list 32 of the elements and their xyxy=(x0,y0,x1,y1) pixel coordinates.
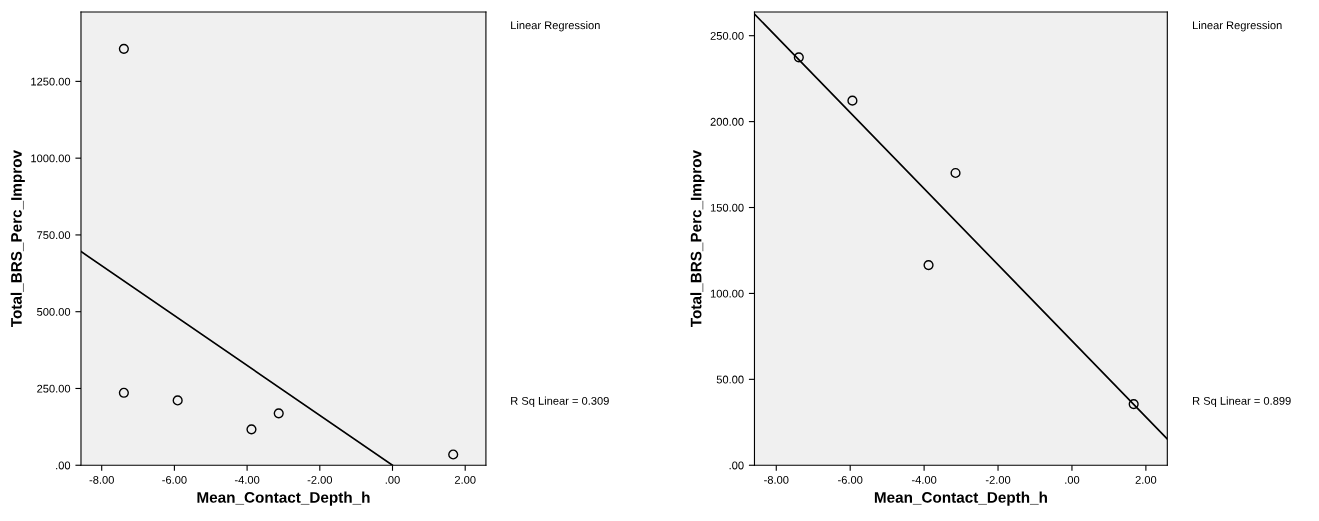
y-tick-label: 1250.00 xyxy=(31,77,71,86)
x-axis-title: Mean_Contact_Depth_h xyxy=(197,491,370,506)
x-tick-label: -4.00 xyxy=(234,475,260,484)
x-tick-label: -4.00 xyxy=(911,475,937,484)
y-tick-label: 100.00 xyxy=(710,289,744,298)
y-tick-label: 750.00 xyxy=(37,231,71,240)
text: R Sq Linear = 0.899 xyxy=(1193,396,1291,407)
y-tick-label: 500.00 xyxy=(37,307,71,316)
y-tick-label: 150.00 xyxy=(710,203,744,212)
text: R Sq Linear = 0.309 xyxy=(511,396,609,407)
x-tick-label: .00 xyxy=(385,475,400,484)
text: Linear Regression xyxy=(1193,21,1282,32)
y-tick-label: .00 xyxy=(56,461,71,470)
text: Linear Regression xyxy=(511,21,600,32)
x-tick-label: -6.00 xyxy=(162,475,187,484)
x-tick-label: 2.00 xyxy=(454,475,476,484)
y-tick-label: 250.00 xyxy=(710,31,744,40)
y-tick-label: .00 xyxy=(729,461,744,470)
x-tick-label: -8.00 xyxy=(764,475,789,484)
x-tick-label: -2.00 xyxy=(307,475,333,484)
y-axis-title: Total_BRS_Perc_Improv xyxy=(10,150,25,328)
x-tick-label: -2.00 xyxy=(985,475,1011,484)
x-axis-title: Mean_Contact_Depth_h xyxy=(874,491,1047,506)
y-tick-label: 250.00 xyxy=(37,384,71,393)
y-tick-label: 50.00 xyxy=(716,375,744,384)
x-tick-label: -8.00 xyxy=(89,475,114,484)
y-tick-label: 200.00 xyxy=(710,117,744,126)
y-tick-label: 1000.00 xyxy=(31,154,71,163)
y-axis-title: Total_BRS_Perc_Improv xyxy=(690,150,705,328)
x-tick-label: .00 xyxy=(1065,475,1080,484)
x-tick-label: -6.00 xyxy=(838,475,863,484)
x-tick-label: 2.00 xyxy=(1135,475,1157,484)
